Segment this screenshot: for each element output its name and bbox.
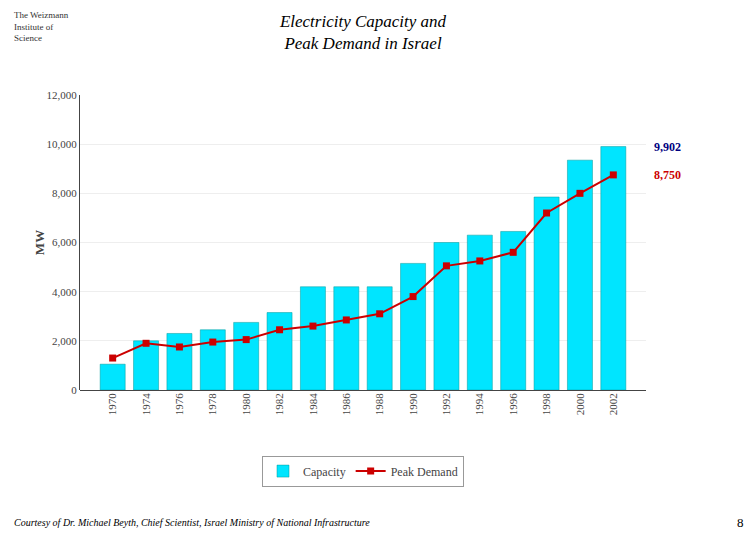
svg-text:2000: 2000: [574, 393, 586, 416]
svg-text:1974: 1974: [140, 393, 152, 416]
svg-text:Courtesy of Dr. Michael Beyth,: Courtesy of Dr. Michael Beyth, Chief Sci…: [14, 517, 370, 528]
svg-text:2002: 2002: [607, 393, 619, 415]
svg-text:8,000: 8,000: [52, 187, 77, 199]
svg-text:1982: 1982: [273, 393, 285, 415]
svg-text:12,000: 12,000: [47, 89, 78, 101]
svg-text:10,000: 10,000: [47, 138, 78, 150]
svg-text:4,000: 4,000: [52, 286, 77, 298]
svg-text:1970: 1970: [106, 393, 118, 416]
svg-text:Peak Demand: Peak Demand: [391, 465, 458, 479]
svg-text:1986: 1986: [340, 393, 352, 416]
svg-text:1976: 1976: [173, 393, 185, 416]
svg-text:Capacity: Capacity: [303, 465, 346, 479]
svg-text:1992: 1992: [440, 393, 452, 415]
svg-text:1990: 1990: [407, 393, 419, 416]
svg-text:1978: 1978: [206, 393, 218, 416]
svg-text:1996: 1996: [507, 393, 519, 416]
svg-text:1988: 1988: [373, 393, 385, 416]
svg-text:6,000: 6,000: [52, 236, 77, 248]
svg-text:2,000: 2,000: [52, 335, 77, 347]
svg-text:1998: 1998: [540, 393, 552, 416]
svg-text:MW: MW: [32, 230, 47, 255]
svg-text:8,750: 8,750: [654, 168, 681, 182]
svg-text:1984: 1984: [307, 393, 319, 416]
svg-text:Electricity Capacity andPeak D: Electricity Capacity andPeak Demand in I…: [279, 12, 447, 53]
svg-text:8: 8: [737, 515, 744, 530]
svg-text:1980: 1980: [240, 393, 252, 416]
svg-text:1994: 1994: [473, 393, 485, 416]
svg-text:0: 0: [71, 384, 77, 396]
svg-text:The WeizmannInstitute ofScienc: The WeizmannInstitute ofScience: [14, 10, 69, 43]
svg-text:9,902: 9,902: [654, 140, 681, 154]
